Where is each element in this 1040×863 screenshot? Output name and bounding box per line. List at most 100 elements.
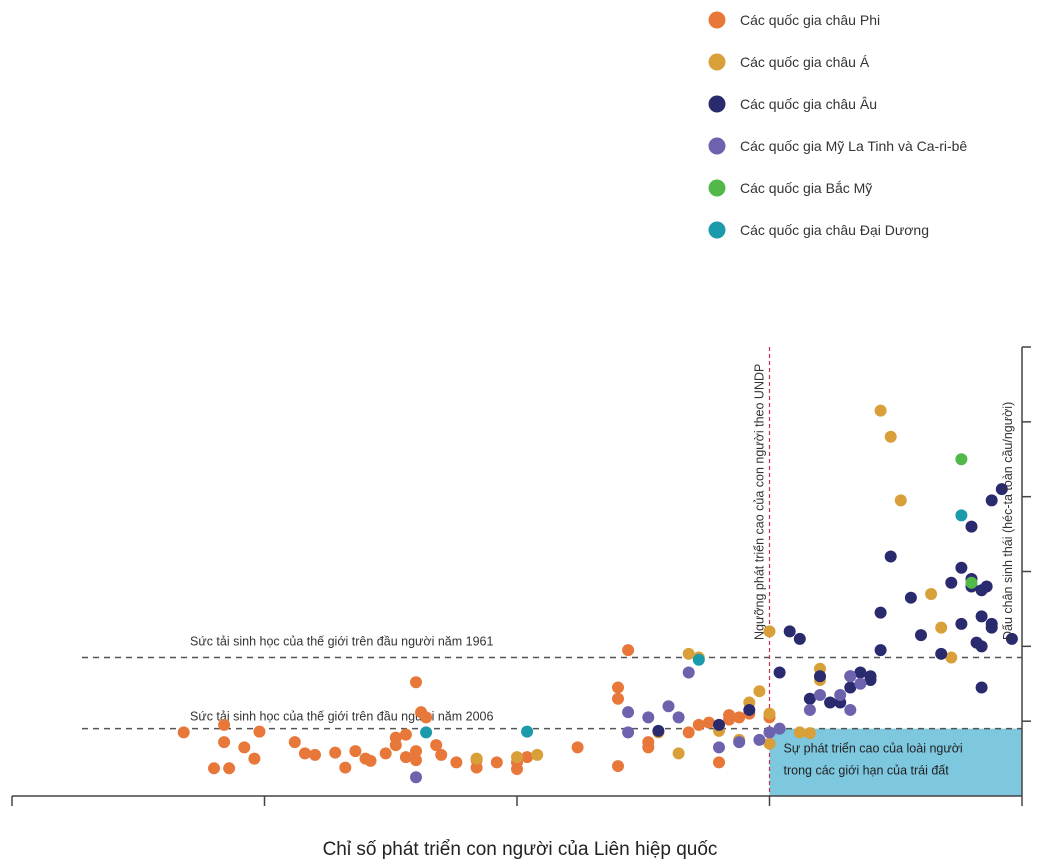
data-point-series-0-9	[298, 747, 311, 760]
y-axis-ticks	[1022, 346, 1031, 722]
data-point-series-0-36	[612, 760, 624, 773]
data-point-series-2-34	[1005, 632, 1018, 645]
data-point-series-1-14	[793, 726, 806, 739]
data-point-series-1-22	[935, 621, 948, 634]
data-point-series-0-33	[511, 763, 523, 776]
data-point-series-0-25	[420, 711, 433, 724]
data-point-series-3-1	[622, 726, 635, 739]
data-point-series-0-42	[682, 726, 695, 739]
legend-label-0: Các quốc gia châu Phi	[740, 12, 880, 28]
data-point-series-2-32	[985, 494, 998, 507]
data-point-series-2-8	[824, 696, 837, 709]
data-point-series-0-30	[470, 761, 483, 774]
data-point-series-3-0	[410, 771, 422, 784]
data-point-series-1-1	[511, 751, 523, 764]
data-point-series-2-33	[995, 483, 1008, 496]
data-point-series-0-12	[339, 761, 352, 774]
legend-label-5: Các quốc gia châu Đại Dương	[740, 222, 929, 238]
data-point-series-0-0	[177, 726, 190, 739]
data-point-series-1-21	[925, 587, 938, 600]
data-point-series-2-19	[915, 629, 927, 642]
data-point-series-2-4	[783, 625, 796, 638]
data-point-series-0-22	[410, 745, 422, 758]
data-point-series-1-18	[874, 404, 887, 417]
data-point-series-2-14	[864, 670, 877, 683]
data-point-series-0-28	[450, 756, 463, 769]
legend-marker-1	[708, 53, 726, 71]
data-point-series-1-5	[682, 647, 695, 660]
legend-marker-4	[708, 179, 726, 197]
sustainable-zone-label-line-1: Sự phát triển cao của loài người	[784, 742, 963, 756]
x-axis-ticks	[11, 796, 1023, 806]
data-point-series-0-48	[733, 711, 746, 724]
data-point-series-0-4	[223, 762, 236, 775]
data-point-series-0-21	[410, 754, 422, 767]
data-point-series-1-4	[672, 747, 685, 760]
data-point-series-2-23	[955, 561, 968, 574]
data-point-series-1-2	[531, 748, 544, 761]
data-point-series-0-38	[612, 692, 624, 705]
data-point-series-2-21	[945, 576, 958, 589]
data-point-series-1-23	[945, 651, 958, 664]
legend-label-1: Các quốc gia châu Á	[740, 54, 870, 70]
data-point-series-4-0	[955, 453, 968, 466]
data-point-series-2-16	[874, 644, 887, 657]
data-point-series-2-2	[743, 703, 756, 716]
data-point-series-0-2	[218, 718, 231, 731]
data-point-series-1-15	[803, 727, 816, 740]
data-point-series-0-47	[723, 713, 736, 726]
data-point-series-0-19	[399, 728, 412, 741]
data-point-series-3-17	[854, 677, 867, 690]
sustainable-zone-label-line-2: trong các giới hạn của trái đất	[784, 764, 950, 778]
y-axis-label: Dấu chân sinh thái (héc-ta toàn cầu/ngườ…	[1001, 402, 1015, 640]
data-point-series-3-9	[753, 733, 766, 746]
data-point-series-0-26	[430, 739, 443, 752]
data-point-series-3-14	[834, 688, 847, 701]
data-point-series-0-11	[329, 746, 342, 759]
data-point-series-0-10	[309, 748, 321, 761]
data-point-series-0-20	[399, 751, 412, 764]
data-point-series-3-10	[763, 726, 776, 739]
data-point-series-3-15	[844, 670, 857, 683]
data-points	[177, 404, 1018, 784]
data-point-series-3-7	[713, 741, 725, 754]
data-point-series-3-8	[733, 736, 746, 749]
data-point-series-2-15	[874, 606, 887, 619]
data-point-series-2-22	[955, 617, 968, 630]
data-point-series-0-16	[379, 747, 392, 760]
data-point-series-3-3	[642, 711, 655, 724]
data-point-series-1-11	[763, 707, 776, 720]
legend: Các quốc gia châu Phi Các quốc gia châu Á…	[708, 11, 967, 239]
data-point-series-0-13	[349, 745, 362, 758]
data-point-series-2-7	[814, 670, 826, 683]
data-point-series-3-6	[682, 666, 695, 679]
data-point-series-0-23	[410, 676, 422, 689]
data-point-series-3-11	[773, 722, 786, 735]
data-point-series-0-18	[389, 739, 402, 752]
data-point-series-0-34	[521, 751, 534, 764]
data-point-series-2-1	[713, 718, 725, 731]
legend-label-4: Các quốc gia Bắc Mỹ	[740, 180, 872, 196]
data-point-series-2-18	[904, 591, 917, 604]
data-point-series-0-45	[713, 756, 725, 769]
data-point-series-1-10	[753, 685, 766, 698]
data-point-series-5-3	[955, 509, 968, 522]
data-point-series-0-37	[612, 681, 624, 694]
data-point-series-3-2	[622, 706, 635, 719]
data-point-series-3-4	[662, 700, 675, 713]
data-point-series-1-20	[894, 494, 907, 507]
legend-marker-0	[708, 11, 726, 29]
data-point-series-3-5	[672, 711, 685, 724]
data-point-series-3-13	[814, 688, 826, 701]
data-point-series-0-6	[248, 752, 261, 765]
data-point-series-0-35	[571, 741, 584, 754]
data-point-series-2-29	[975, 610, 988, 623]
data-point-series-0-43	[692, 718, 705, 731]
data-point-series-0-31	[490, 756, 503, 769]
legend-marker-2	[708, 95, 726, 113]
data-point-series-2-20	[935, 647, 948, 660]
data-point-series-2-6	[803, 692, 816, 705]
sustainable-zone	[769, 728, 1022, 796]
data-point-series-2-17	[884, 550, 897, 563]
biocapacity-1961-label: Sức tải sinh học của thế giới trên đầu n…	[190, 635, 493, 649]
